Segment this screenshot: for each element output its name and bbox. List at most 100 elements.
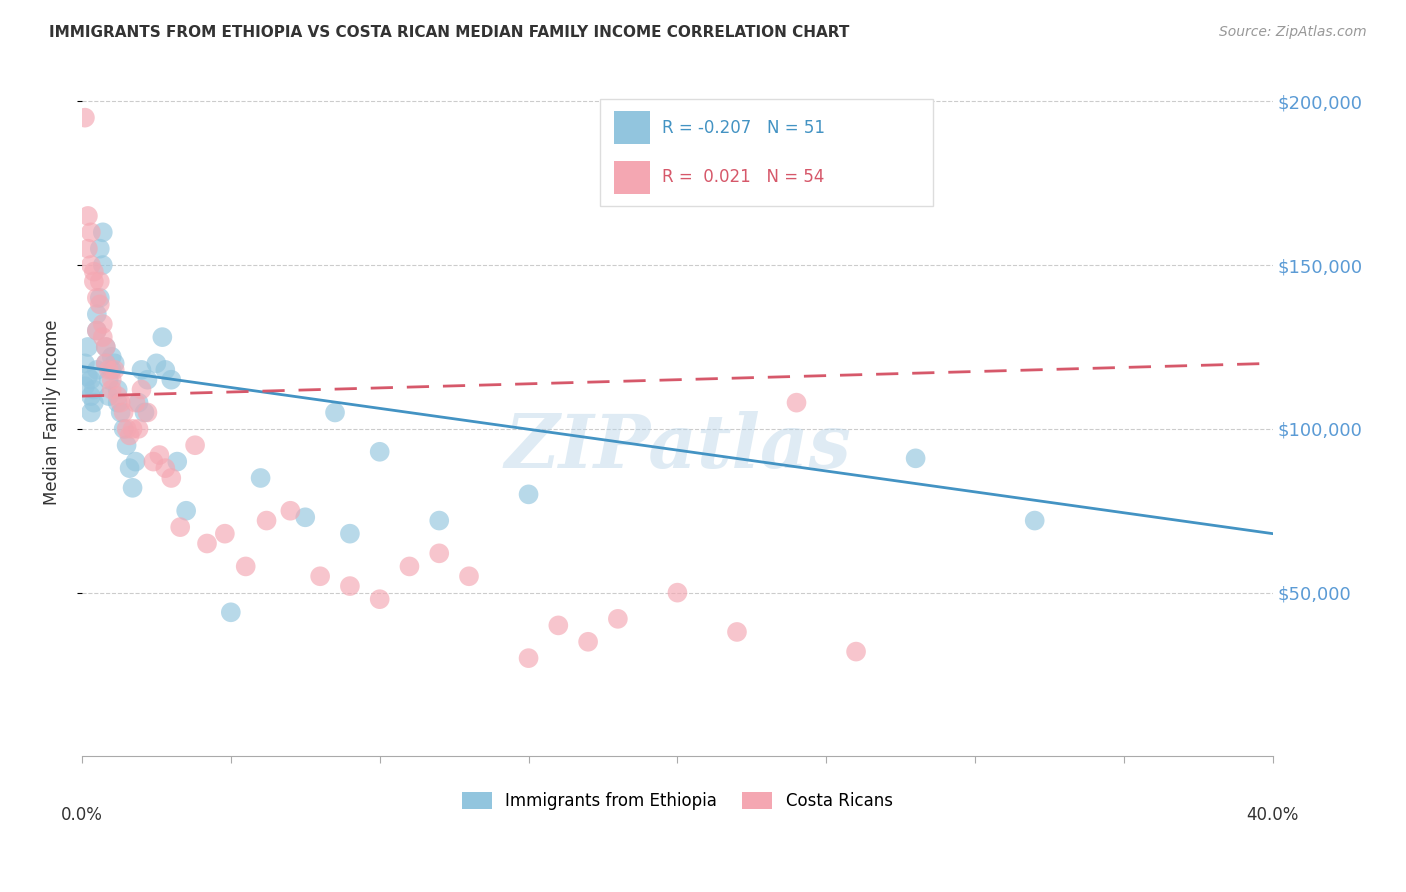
Point (86, 307, 108, 321)
Point (427, 546, 450, 560)
Legend: Immigrants from Ethiopia, Costa Ricans: Immigrants from Ethiopia, Costa Ricans (456, 785, 900, 817)
Point (904, 451, 927, 466)
Point (128, 422, 150, 436)
Point (94, 356, 117, 370)
Y-axis label: Median Family Income: Median Family Income (44, 319, 60, 505)
Point (118, 461, 141, 475)
Point (80, 258, 103, 272)
Point (83, 265, 105, 279)
Point (91, 225, 114, 239)
Point (83, 275, 105, 289)
Point (77, 340, 100, 354)
Point (73, 356, 96, 370)
Point (112, 422, 135, 436)
Text: IMMIGRANTS FROM ETHIOPIA VS COSTA RICAN MEDIAN FAMILY INCOME CORRELATION CHART: IMMIGRANTS FROM ETHIOPIA VS COSTA RICAN … (49, 25, 849, 40)
Point (458, 569, 481, 583)
Point (1024, 514, 1046, 528)
FancyBboxPatch shape (614, 161, 650, 194)
Point (174, 504, 197, 518)
Point (80, 373, 103, 387)
Point (97, 373, 120, 387)
Point (547, 618, 569, 632)
Point (148, 448, 170, 462)
Point (112, 405, 135, 419)
Point (115, 438, 138, 452)
Point (427, 514, 450, 528)
Point (91, 317, 114, 331)
Point (104, 356, 127, 370)
Point (368, 444, 391, 458)
Text: ZIPatlas: ZIPatlas (503, 410, 851, 483)
Point (73, 379, 96, 393)
Point (155, 363, 177, 377)
Point (150, 330, 173, 344)
Point (86, 324, 108, 338)
Point (100, 363, 122, 377)
Point (86, 363, 108, 377)
Text: 0.0%: 0.0% (60, 805, 103, 823)
Point (280, 504, 302, 518)
Point (249, 471, 271, 485)
Point (97, 363, 120, 377)
Point (398, 559, 420, 574)
Point (786, 395, 808, 409)
Point (160, 471, 183, 485)
Text: R =  0.021   N = 54: R = 0.021 N = 54 (662, 169, 824, 186)
Point (339, 526, 361, 541)
Point (576, 634, 599, 648)
Point (80, 389, 103, 403)
Point (294, 510, 316, 524)
Text: Source: ZipAtlas.com: Source: ZipAtlas.com (1219, 25, 1367, 39)
Text: R = -0.207   N = 51: R = -0.207 N = 51 (662, 119, 825, 136)
Point (184, 438, 207, 452)
Point (309, 569, 332, 583)
Point (91, 258, 114, 272)
Point (121, 422, 143, 436)
Point (100, 373, 122, 387)
Point (145, 356, 167, 370)
Point (89, 291, 111, 305)
Point (124, 395, 146, 409)
Point (219, 605, 242, 619)
Point (104, 363, 127, 377)
Point (606, 612, 628, 626)
Point (83, 383, 105, 397)
Point (134, 405, 156, 419)
Point (166, 454, 188, 468)
Point (77, 209, 100, 223)
Point (115, 422, 138, 436)
Point (89, 242, 111, 256)
Point (86, 324, 108, 338)
Point (124, 454, 146, 468)
Point (100, 383, 122, 397)
Point (89, 297, 111, 311)
Point (121, 481, 143, 495)
Point (77, 369, 100, 384)
Point (339, 579, 361, 593)
Point (94, 340, 117, 354)
Point (517, 487, 540, 501)
Point (323, 405, 346, 419)
Point (368, 592, 391, 607)
Point (195, 536, 218, 550)
Point (107, 395, 129, 409)
Point (94, 340, 117, 354)
Point (110, 405, 132, 419)
Point (73, 111, 96, 125)
Point (89, 275, 111, 289)
Point (666, 585, 689, 599)
Point (80, 225, 103, 239)
FancyBboxPatch shape (614, 112, 650, 145)
Point (142, 454, 165, 468)
Point (131, 363, 153, 377)
Point (517, 651, 540, 665)
Point (118, 428, 141, 442)
Point (136, 405, 159, 419)
Point (131, 383, 153, 397)
Point (136, 373, 159, 387)
Point (128, 395, 150, 409)
Point (160, 373, 183, 387)
FancyBboxPatch shape (600, 100, 934, 206)
Point (725, 624, 748, 639)
Point (214, 526, 236, 541)
